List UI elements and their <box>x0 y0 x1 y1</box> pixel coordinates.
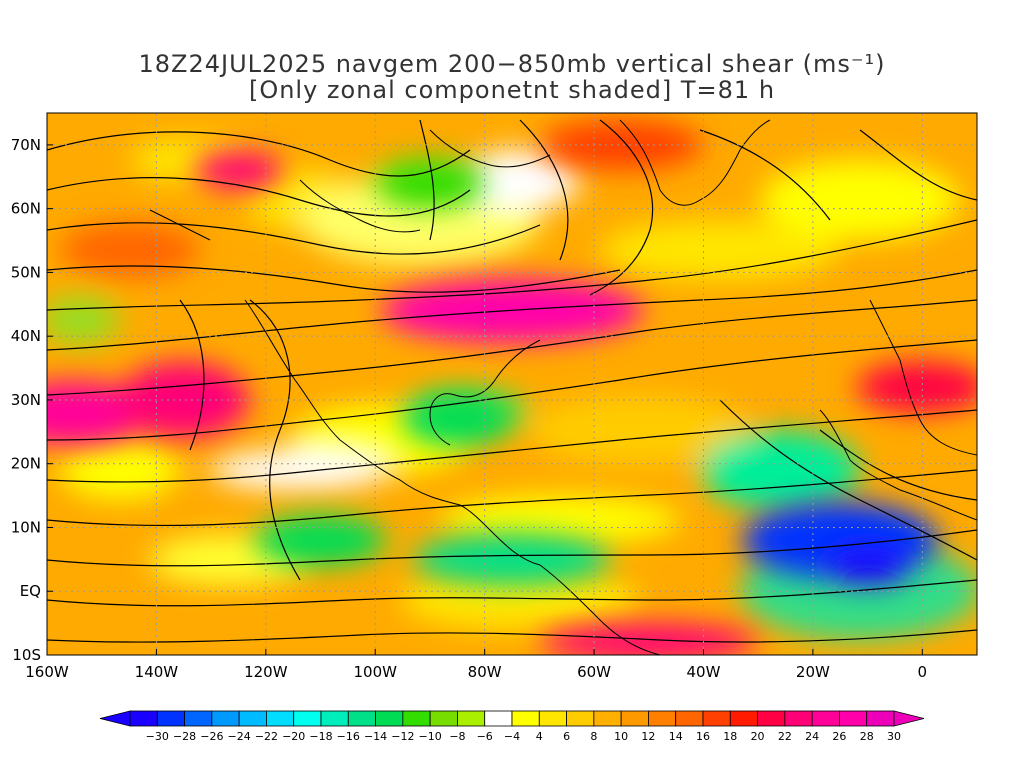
colorbar-swatch <box>375 710 404 727</box>
colorbar-swatch <box>511 710 540 727</box>
colorbar-swatch <box>429 710 458 727</box>
colorbar-label: 14 <box>669 730 683 743</box>
colorbar-swatch <box>211 710 240 727</box>
lat-tick-label: 10S <box>12 646 41 664</box>
shear-region <box>413 533 611 585</box>
axis-ticks <box>46 144 923 656</box>
colorbar-swatch <box>675 710 704 727</box>
colorbar-label: −4 <box>504 730 520 743</box>
colorbar-swatch <box>866 710 895 727</box>
lon-tick-label: 0 <box>918 663 928 681</box>
lat-tick-label: 70N <box>11 136 41 154</box>
colorbar-swatch <box>648 710 677 727</box>
lon-tick-label: 160W <box>25 663 69 681</box>
colorbar-label: −8 <box>449 730 465 743</box>
colorbar-label: −26 <box>200 730 223 743</box>
lat-tick-label: 10N <box>11 518 41 536</box>
lat-tick-label: 60N <box>11 200 41 218</box>
latitude-labels: 70N 60N 50N 40N 30N 20N 10N EQ 10S <box>11 136 41 664</box>
colorbar-swatch <box>320 710 349 727</box>
colorbar-label: −14 <box>364 730 387 743</box>
colorbar-swatch <box>293 710 322 727</box>
lat-tick-label: 30N <box>11 391 41 409</box>
colorbar-swatch <box>729 710 758 727</box>
colorbar-label: 6 <box>563 730 570 743</box>
title-line-2: [Only zonal componetnt shaded] T=81 h <box>249 76 775 104</box>
colorbar-swatch <box>129 710 158 727</box>
colorbar-max-arrow <box>893 710 925 727</box>
colorbar-swatch <box>566 710 595 727</box>
colorbar-swatch <box>757 710 786 727</box>
colorbar-label: −12 <box>391 730 414 743</box>
colorbar-label: −6 <box>477 730 493 743</box>
title-line-1: 18Z24JUL2025 navgem 200−850mb vertical s… <box>138 50 885 78</box>
lon-tick-label: 20W <box>796 663 830 681</box>
colorbar-label: 4 <box>536 730 543 743</box>
shear-region <box>402 393 512 445</box>
colorbar-swatch <box>620 710 649 727</box>
colorbar-swatch <box>238 710 267 727</box>
colorbar-swatch <box>402 710 431 727</box>
lon-tick-label: 80W <box>468 663 502 681</box>
colorbar-label: 22 <box>778 730 792 743</box>
colorbar-label: −16 <box>337 730 360 743</box>
colorbar-label: 8 <box>590 730 597 743</box>
lon-tick-label: 40W <box>687 663 721 681</box>
colorbar-label: 16 <box>696 730 710 743</box>
lon-tick-label: 140W <box>135 663 179 681</box>
colorbar-label: −24 <box>228 730 251 743</box>
shear-shading <box>47 138 977 640</box>
colorbar-label: 28 <box>860 730 874 743</box>
colorbar-label: −18 <box>309 730 332 743</box>
colorbar-min-arrow <box>99 710 131 727</box>
shear-region <box>194 151 283 190</box>
colorbar-label: 30 <box>887 730 901 743</box>
lat-tick-label: 20N <box>11 455 41 473</box>
graticule <box>47 113 977 655</box>
colorbar-swatch <box>784 710 813 727</box>
coastlines <box>149 119 977 655</box>
shear-region <box>539 119 704 171</box>
map-panel: 160W 140W 120W 100W 80W 60W 40W 20W 0 70N 60N 50N 4… <box>11 112 978 681</box>
colorbar-swatch <box>811 710 840 727</box>
colorbar-label: −22 <box>255 730 278 743</box>
longitude-labels: 160W 140W 120W 100W 80W 60W 40W 20W 0 <box>25 663 927 681</box>
colorbar-label: 24 <box>805 730 819 743</box>
colorbar-swatch <box>266 710 295 727</box>
lat-tick-label: EQ <box>20 582 41 600</box>
colorbar-swatch <box>184 710 213 727</box>
lat-tick-label: 50N <box>11 263 41 281</box>
colorbar-swatch <box>156 710 185 727</box>
lon-tick-label: 60W <box>577 663 611 681</box>
colorbar-label: 18 <box>723 730 737 743</box>
colorbar-swatch <box>347 710 376 727</box>
colorbar-swatch <box>839 710 868 727</box>
colorbar-swatch <box>457 710 486 727</box>
colorbar-label: −30 <box>146 730 169 743</box>
colorbar-label: −10 <box>419 730 442 743</box>
lat-tick-label: 40N <box>11 327 41 345</box>
map-frame <box>46 112 978 656</box>
colorbar-label: 20 <box>751 730 765 743</box>
shear-region <box>823 546 912 585</box>
shear-region <box>375 157 485 209</box>
colorbar-label: −28 <box>173 730 196 743</box>
colorbar-swatch <box>484 710 513 727</box>
colorbar-swatch <box>538 710 567 727</box>
wind-streamlines <box>47 119 977 643</box>
shear-region <box>856 361 977 413</box>
colorbar-swatch <box>702 710 731 727</box>
colorbar: −30 −28 −26 −24 −22 −20 −18 −16 −14 −12 −10 −8 −6 −4 4… <box>99 710 925 743</box>
shear-region <box>118 361 250 439</box>
lon-tick-label: 120W <box>244 663 288 681</box>
colorbar-label: 10 <box>614 730 628 743</box>
lon-tick-label: 100W <box>354 663 398 681</box>
colorbar-label: 26 <box>832 730 846 743</box>
colorbar-label: −20 <box>282 730 305 743</box>
colorbar-label: 12 <box>641 730 655 743</box>
colorbar-swatch <box>593 710 622 727</box>
